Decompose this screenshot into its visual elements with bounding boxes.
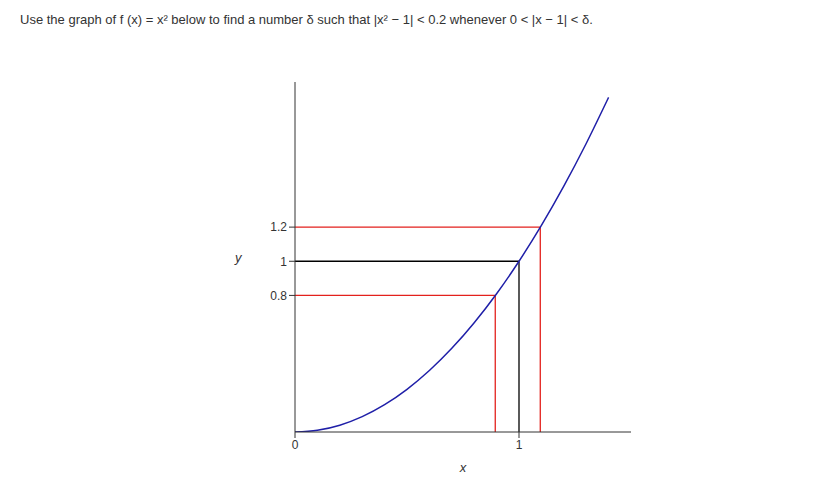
svg-text:1: 1 bbox=[516, 438, 523, 452]
svg-text:1: 1 bbox=[280, 255, 287, 269]
svg-text:1.2: 1.2 bbox=[270, 220, 287, 234]
svg-text:0.8: 0.8 bbox=[270, 289, 287, 303]
svg-text:x: x bbox=[459, 460, 467, 475]
svg-text:y: y bbox=[234, 250, 243, 265]
html-text:Use the graph of f (x) = x² be: Use the graph of f (x) = x² below to fin… bbox=[20, 12, 593, 27]
svg-text:0: 0 bbox=[292, 438, 299, 452]
